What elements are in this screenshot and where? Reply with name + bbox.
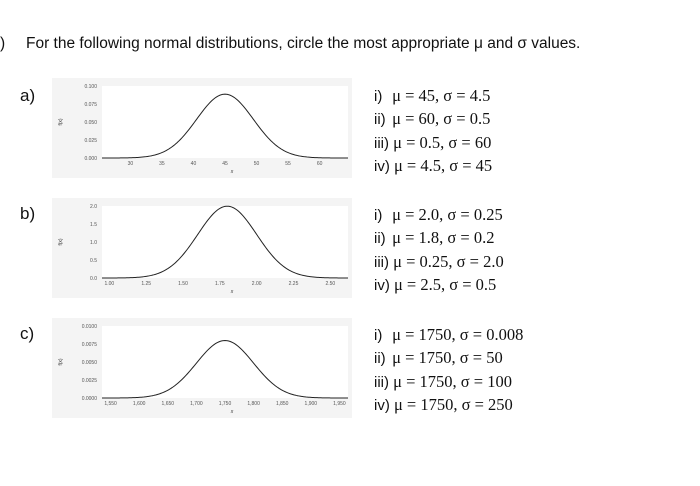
option-b-2[interactable]: ii) μ = 1.8, σ = 0.2 [374, 228, 495, 248]
y-tick-label: 0.0100 [82, 324, 98, 330]
chart-b: 2.0 1.5 1.0 0.5 0.0 1.00 1.25 1.50 1.75 2.00 2.25 2… [52, 198, 352, 298]
plot-area [102, 326, 348, 398]
option-a-1[interactable]: i) μ = 45, σ = 4.5 [374, 86, 491, 105]
x-tick-label: 1,950 [333, 401, 346, 407]
y-tick-label: 2.0 [90, 204, 97, 210]
option-b-4[interactable]: iv) μ = 2.5, σ = 0.5 [374, 275, 497, 295]
y-tick-label: 0.100 [84, 84, 97, 90]
x-tick-label: 1,650 [162, 401, 175, 407]
x-tick-label: 35 [159, 161, 165, 167]
question-number: ) [0, 35, 6, 52]
x-tick-label: 45 [222, 161, 228, 167]
option-c-4[interactable]: iv) μ = 1750, σ = 250 [374, 395, 513, 415]
y-axis-label: f(x) [58, 358, 64, 366]
x-tick-label: 40 [191, 161, 197, 167]
plot-area [102, 206, 348, 278]
y-axis-label: f(x) [58, 238, 64, 246]
x-tick-label: 1,600 [133, 401, 146, 407]
y-tick-label: 0.0 [90, 276, 97, 282]
y-tick-label: 0.075 [84, 102, 97, 108]
density-curve [102, 340, 348, 399]
x-tick-label: 1,750 [219, 401, 232, 407]
x-tick-label: 2.00 [252, 281, 262, 287]
x-tick-label: 50 [254, 161, 260, 167]
chart-svg: 0.0100 0.0075 0.0050 0.0025 0.0000 1,550 1,600… [52, 318, 352, 418]
x-tick-label: 1.50 [178, 281, 188, 287]
y-tick-label: 0.025 [84, 138, 97, 144]
options-c: i) μ = 1750, σ = 0.008 ii) μ = 1750, σ =… [374, 323, 523, 417]
x-tick-label: 1,800 [247, 401, 260, 407]
plot-area [102, 86, 348, 158]
x-tick-label: 1,850 [276, 401, 289, 407]
y-tick-label: 0.5 [90, 258, 97, 264]
part-label-c: c) [20, 324, 35, 343]
y-tick-label: 0.000 [84, 156, 97, 162]
option-a-2[interactable]: ii) μ = 60, σ = 0.5 [374, 109, 491, 129]
x-tick-label: 1.75 [215, 281, 225, 287]
option-c-1[interactable]: i) μ = 1750, σ = 0.008 [374, 325, 524, 344]
x-axis-label: x [230, 289, 234, 295]
option-a-3[interactable]: iii) μ = 0.5, σ = 60 [374, 132, 492, 152]
x-tick-label: 2.25 [289, 281, 299, 287]
x-tick-label: 2.50 [325, 281, 335, 287]
y-tick-label: 0.0075 [82, 342, 98, 348]
option-c-3[interactable]: iii) μ = 1750, σ = 100 [374, 371, 512, 391]
density-curve [102, 93, 348, 159]
x-tick-label: 1.00 [104, 281, 114, 287]
option-b-1[interactable]: i) μ = 2.0, σ = 0.25 [374, 205, 503, 224]
option-c-2[interactable]: ii) μ = 1750, σ = 50 [374, 348, 503, 368]
question-text: For the following normal distributions, … [26, 35, 581, 52]
density-curve [102, 205, 348, 279]
x-tick-label: 1,700 [190, 401, 203, 407]
x-tick-label: 1,550 [104, 401, 117, 407]
x-tick-label: 30 [128, 161, 134, 167]
y-axis-label: f(x) [58, 118, 64, 126]
options-b: i) μ = 2.0, σ = 0.25 ii) μ = 1.8, σ = 0.… [374, 203, 504, 297]
chart-svg: 2.0 1.5 1.0 0.5 0.0 1.00 1.25 1.50 1.75 2.00 2.25 2… [52, 198, 352, 298]
y-tick-label: 0.0025 [82, 378, 98, 384]
part-label-b: b) [20, 204, 36, 223]
y-tick-label: 1.0 [90, 240, 97, 246]
y-tick-label: 0.0050 [82, 360, 98, 366]
x-tick-label: 60 [317, 161, 323, 167]
chart-svg: 0.100 0.075 0.050 0.025 0.000 30 35 40 45 50 55 60 x… [52, 78, 352, 178]
chart-a: 0.100 0.075 0.050 0.025 0.000 30 35 40 45 50 55 60 x… [52, 78, 352, 178]
chart-c: 0.0100 0.0075 0.0050 0.0025 0.0000 1,550 1,600… [52, 318, 352, 418]
x-tick-label: 1.25 [141, 281, 151, 287]
part-label-a: a) [20, 86, 36, 105]
option-b-3[interactable]: iii) μ = 0.25, σ = 2.0 [374, 251, 504, 271]
y-tick-label: 1.5 [90, 222, 97, 228]
y-tick-label: 0.050 [84, 120, 97, 126]
x-tick-label: 1,900 [305, 401, 318, 407]
options-a: i) μ = 45, σ = 4.5 ii) μ = 60, σ = 0.5 i… [374, 84, 492, 178]
x-axis-label: x [230, 409, 234, 415]
option-a-4[interactable]: iv) μ = 4.5, σ = 45 [374, 156, 493, 176]
y-tick-label: 0.0000 [82, 396, 98, 402]
x-tick-label: 55 [285, 161, 291, 167]
x-axis-label: x [230, 169, 234, 175]
